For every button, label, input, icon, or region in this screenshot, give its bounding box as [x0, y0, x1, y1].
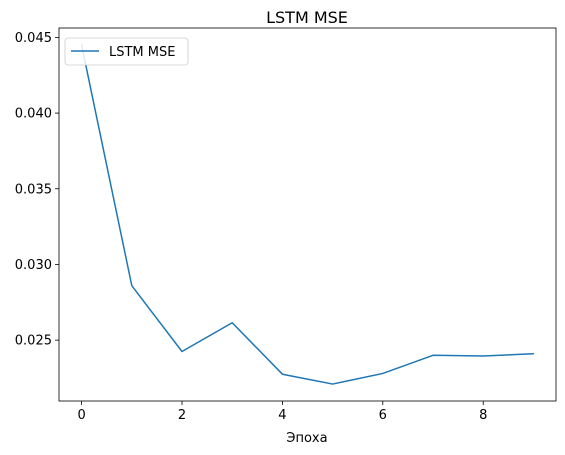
series-line-lstm-mse: [82, 45, 534, 384]
x-tick-label: 4: [278, 408, 286, 423]
x-tick-label: 0: [77, 408, 85, 423]
legend-label-lstm-mse: LSTM MSE: [109, 45, 175, 60]
series-layer: [82, 45, 534, 384]
y-tick-label: 0.025: [15, 334, 52, 349]
x-axis-ticks: 0 2 4 6 8: [77, 401, 487, 423]
x-tick-label: 2: [178, 408, 186, 423]
x-axis-label: Эпоха: [286, 431, 327, 446]
y-tick-label: 0.040: [15, 107, 52, 122]
legend: LSTM MSE: [65, 38, 188, 65]
y-tick-label: 0.035: [15, 182, 52, 197]
x-tick-label: 6: [379, 408, 387, 423]
plot-area-frame: [59, 28, 556, 401]
y-axis-ticks: 0.025 0.030 0.035 0.040 0.045: [15, 31, 59, 349]
y-tick-label: 0.045: [15, 31, 52, 46]
y-tick-label: 0.030: [15, 258, 52, 273]
chart-title: LSTM MSE: [266, 8, 348, 27]
x-tick-label: 8: [479, 408, 487, 423]
